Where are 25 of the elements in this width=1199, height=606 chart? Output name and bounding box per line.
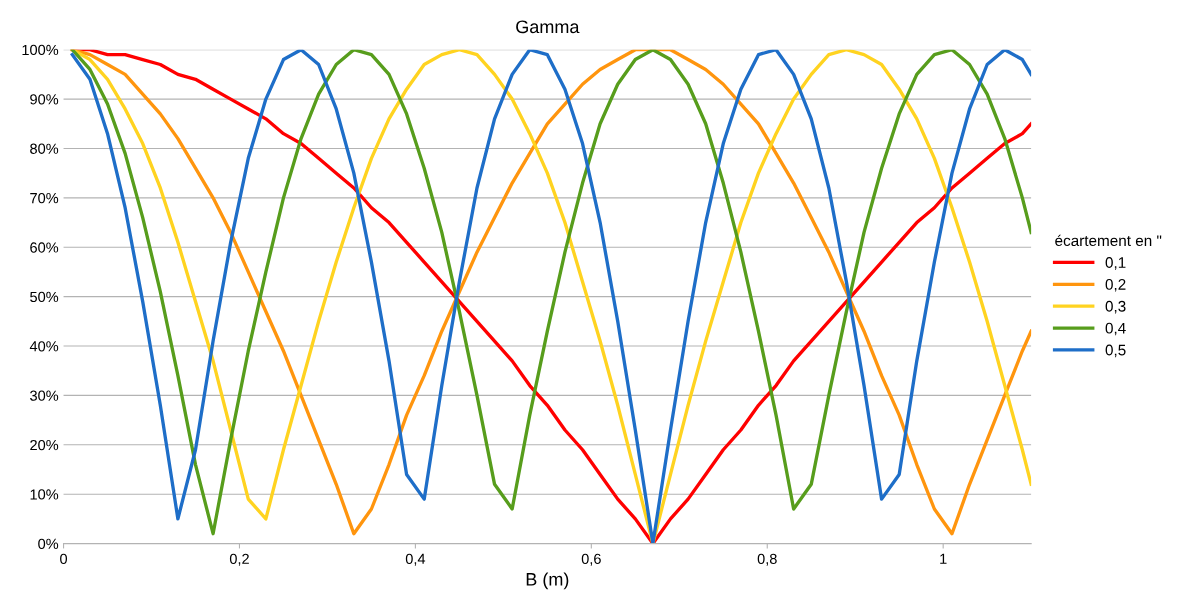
legend-label: 0,1 bbox=[1105, 257, 1126, 270]
x-axis-title: B (m) bbox=[526, 572, 569, 590]
y-tick-label: 10% bbox=[30, 489, 59, 500]
x-tick-label: 0,4 bbox=[405, 553, 426, 566]
legend-title: écartement en " bbox=[1055, 234, 1162, 247]
y-tick-label: 90% bbox=[30, 94, 59, 105]
y-tick-label: 60% bbox=[30, 242, 59, 253]
x-tick-label: 0,2 bbox=[229, 553, 249, 566]
y-tick-label: 20% bbox=[30, 439, 59, 451]
chart-title: Gamma bbox=[516, 20, 580, 34]
x-tick-label: 1 bbox=[940, 553, 947, 564]
y-tick-label: 100% bbox=[22, 44, 59, 56]
y-tick-label: 0% bbox=[38, 538, 59, 550]
x-tick-label: 0,8 bbox=[757, 553, 777, 566]
y-tick-label: 40% bbox=[29, 341, 59, 352]
legend-label: 0,3 bbox=[1105, 300, 1126, 314]
x-tick-label: 0 bbox=[60, 553, 68, 565]
y-tick-label: 30% bbox=[30, 390, 59, 401]
y-tick-label: 70% bbox=[30, 192, 59, 204]
x-tick-label: 0,6 bbox=[581, 553, 601, 566]
legend-label: 0,2 bbox=[1105, 278, 1126, 292]
y-tick-label: 50% bbox=[30, 291, 59, 303]
y-tick-label: 80% bbox=[30, 143, 59, 154]
legend-label: 0,5 bbox=[1105, 344, 1126, 358]
legend-label: 0,4 bbox=[1105, 322, 1126, 336]
